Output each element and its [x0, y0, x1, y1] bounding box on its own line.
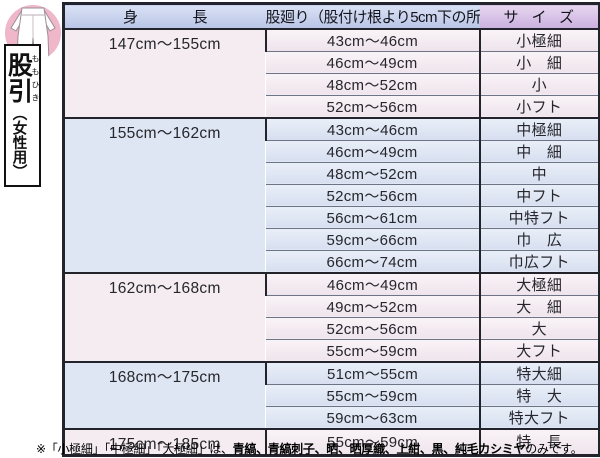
waist-cell: 52cm～56cm [265, 94, 480, 118]
waist-cell: 59cm～63cm [265, 405, 480, 429]
table-row: 59cm～63cm 特大フト [64, 405, 600, 429]
waist-cell: 43cm～46cm [264, 28, 480, 51]
table-row: 48cm～52cm 中 [64, 161, 600, 184]
footnote: ※「小極細」「中極細」「大極細」は、青縞、青縞刺子、晒、晒厚織、上紺、黒、純毛カ… [36, 440, 583, 457]
waist-cell: 52cm～56cm [265, 316, 480, 339]
height-cell: 147cm～155cm [63, 28, 266, 118]
size-cell: 中極細 [478, 116, 600, 140]
table-row: 49cm～52cm 大 細 [64, 294, 600, 317]
size-cell: 巾広フト [478, 249, 600, 273]
table-row: 55cm～59cm 大フト [64, 338, 600, 362]
footnote-fabric-list: 青縞、青縞刺子、晒、晒厚織、上紺、黒、純毛カシミヤ [232, 442, 526, 456]
waist-cell: 46cm～49cm [265, 50, 480, 73]
product-title-box: 股もも引ひき（女性用） [4, 44, 41, 187]
height-cell: 168cm～175cm [63, 360, 266, 429]
title-subtitle: （女性用） [10, 106, 27, 179]
table-row: 46cm～49cm 中 細 [64, 139, 600, 162]
height-cell: 162cm～168cm [63, 271, 266, 362]
table-row: 168cm～175cm 51cm～55cm 特大細 [63, 360, 600, 429]
waist-cell: 46cm～49cm [264, 271, 480, 295]
table-row: 155cm～162cm 43cm～46cm 中極細 [63, 116, 600, 273]
table-row: 52cm～56cm 中フト [64, 183, 600, 206]
size-cell: 中 細 [478, 139, 600, 162]
size-cell: 中フト [478, 183, 600, 206]
waist-cell: 56cm～61cm [265, 205, 480, 228]
size-cell: 小 細 [478, 50, 600, 73]
table-row: 59cm～66cm 巾 広 [64, 227, 600, 250]
title-char-2: 引ひき [4, 78, 41, 105]
table-row: 175cm～185cm 55cm～59cm 特 長 [63, 427, 600, 455]
table-row: 56cm～61cm 中特フト [64, 205, 600, 228]
size-cell: 特 長 [478, 427, 600, 455]
table-row: 162cm～168cm 46cm～49cm 大極細 [63, 271, 600, 362]
table-row: 66cm～74cm 巾広フト [64, 249, 600, 273]
waist-cell: 46cm～49cm [265, 139, 480, 162]
table-row: 48cm～52cm 小 [64, 72, 600, 95]
waist-cell: 59cm～66cm [265, 227, 480, 250]
size-cell: 中特フト [478, 205, 600, 228]
header-row: 身長 股廻り（股付け根より5cm下の所） サイズ [63, 3, 600, 30]
waist-cell: 48cm～52cm [265, 72, 480, 95]
size-cell: 小極細 [478, 28, 600, 51]
column-header-size: サイズ [479, 3, 600, 30]
size-cell: 大 細 [478, 294, 600, 317]
column-header-height: 身長 [63, 3, 266, 30]
size-cell: 特大細 [478, 360, 600, 384]
height-cell: 155cm～162cm [63, 116, 266, 273]
table-row: 52cm～56cm 大 [64, 316, 600, 339]
table-row: 55cm～59cm 特 大 [64, 383, 600, 406]
table-row: 52cm～56cm 小フト [64, 94, 600, 118]
size-cell: 巾 広 [478, 227, 600, 250]
size-cell: 大極細 [478, 271, 600, 295]
size-cell: 特大フト [478, 405, 600, 429]
size-cell: 小 [478, 72, 600, 95]
waist-cell: 49cm～52cm [265, 294, 480, 317]
waist-cell: 48cm～52cm [265, 161, 480, 184]
table-row: 147cm～155cm 43cm～46cm 小極細 [63, 28, 600, 118]
waist-cell: 52cm～56cm [265, 183, 480, 206]
waist-cell: 55cm～59cm [265, 338, 480, 362]
product-title: 股もも引ひき（女性用） [4, 52, 41, 179]
waist-cell: 55cm～59cm [265, 383, 480, 406]
waist-cell: 55cm～59cm [264, 427, 480, 455]
size-table: 身長 股廻り（股付け根より5cm下の所） サイズ 147cm～155cm 43c… [62, 2, 600, 457]
table-row: 46cm～49cm 小 細 [64, 50, 600, 73]
footnote-prefix: ※「小極細」「中極細」「大極細」は、 [36, 442, 233, 456]
waist-cell: 43cm～46cm [264, 116, 480, 140]
size-cell: 小フト [478, 94, 600, 118]
size-cell: 特 大 [478, 383, 600, 406]
waist-cell: 51cm～55cm [264, 360, 480, 384]
size-cell: 大 [478, 316, 600, 339]
waist-cell: 66cm～74cm [265, 249, 480, 273]
height-cell: 175cm～185cm [63, 427, 266, 455]
column-header-waist: 股廻り（股付け根より5cm下の所） [265, 3, 480, 30]
title-char-1: 股もも [4, 52, 41, 79]
size-cell: 大フト [478, 338, 600, 362]
footnote-suffix: のみです。 [525, 442, 583, 456]
size-cell: 中 [478, 161, 600, 184]
